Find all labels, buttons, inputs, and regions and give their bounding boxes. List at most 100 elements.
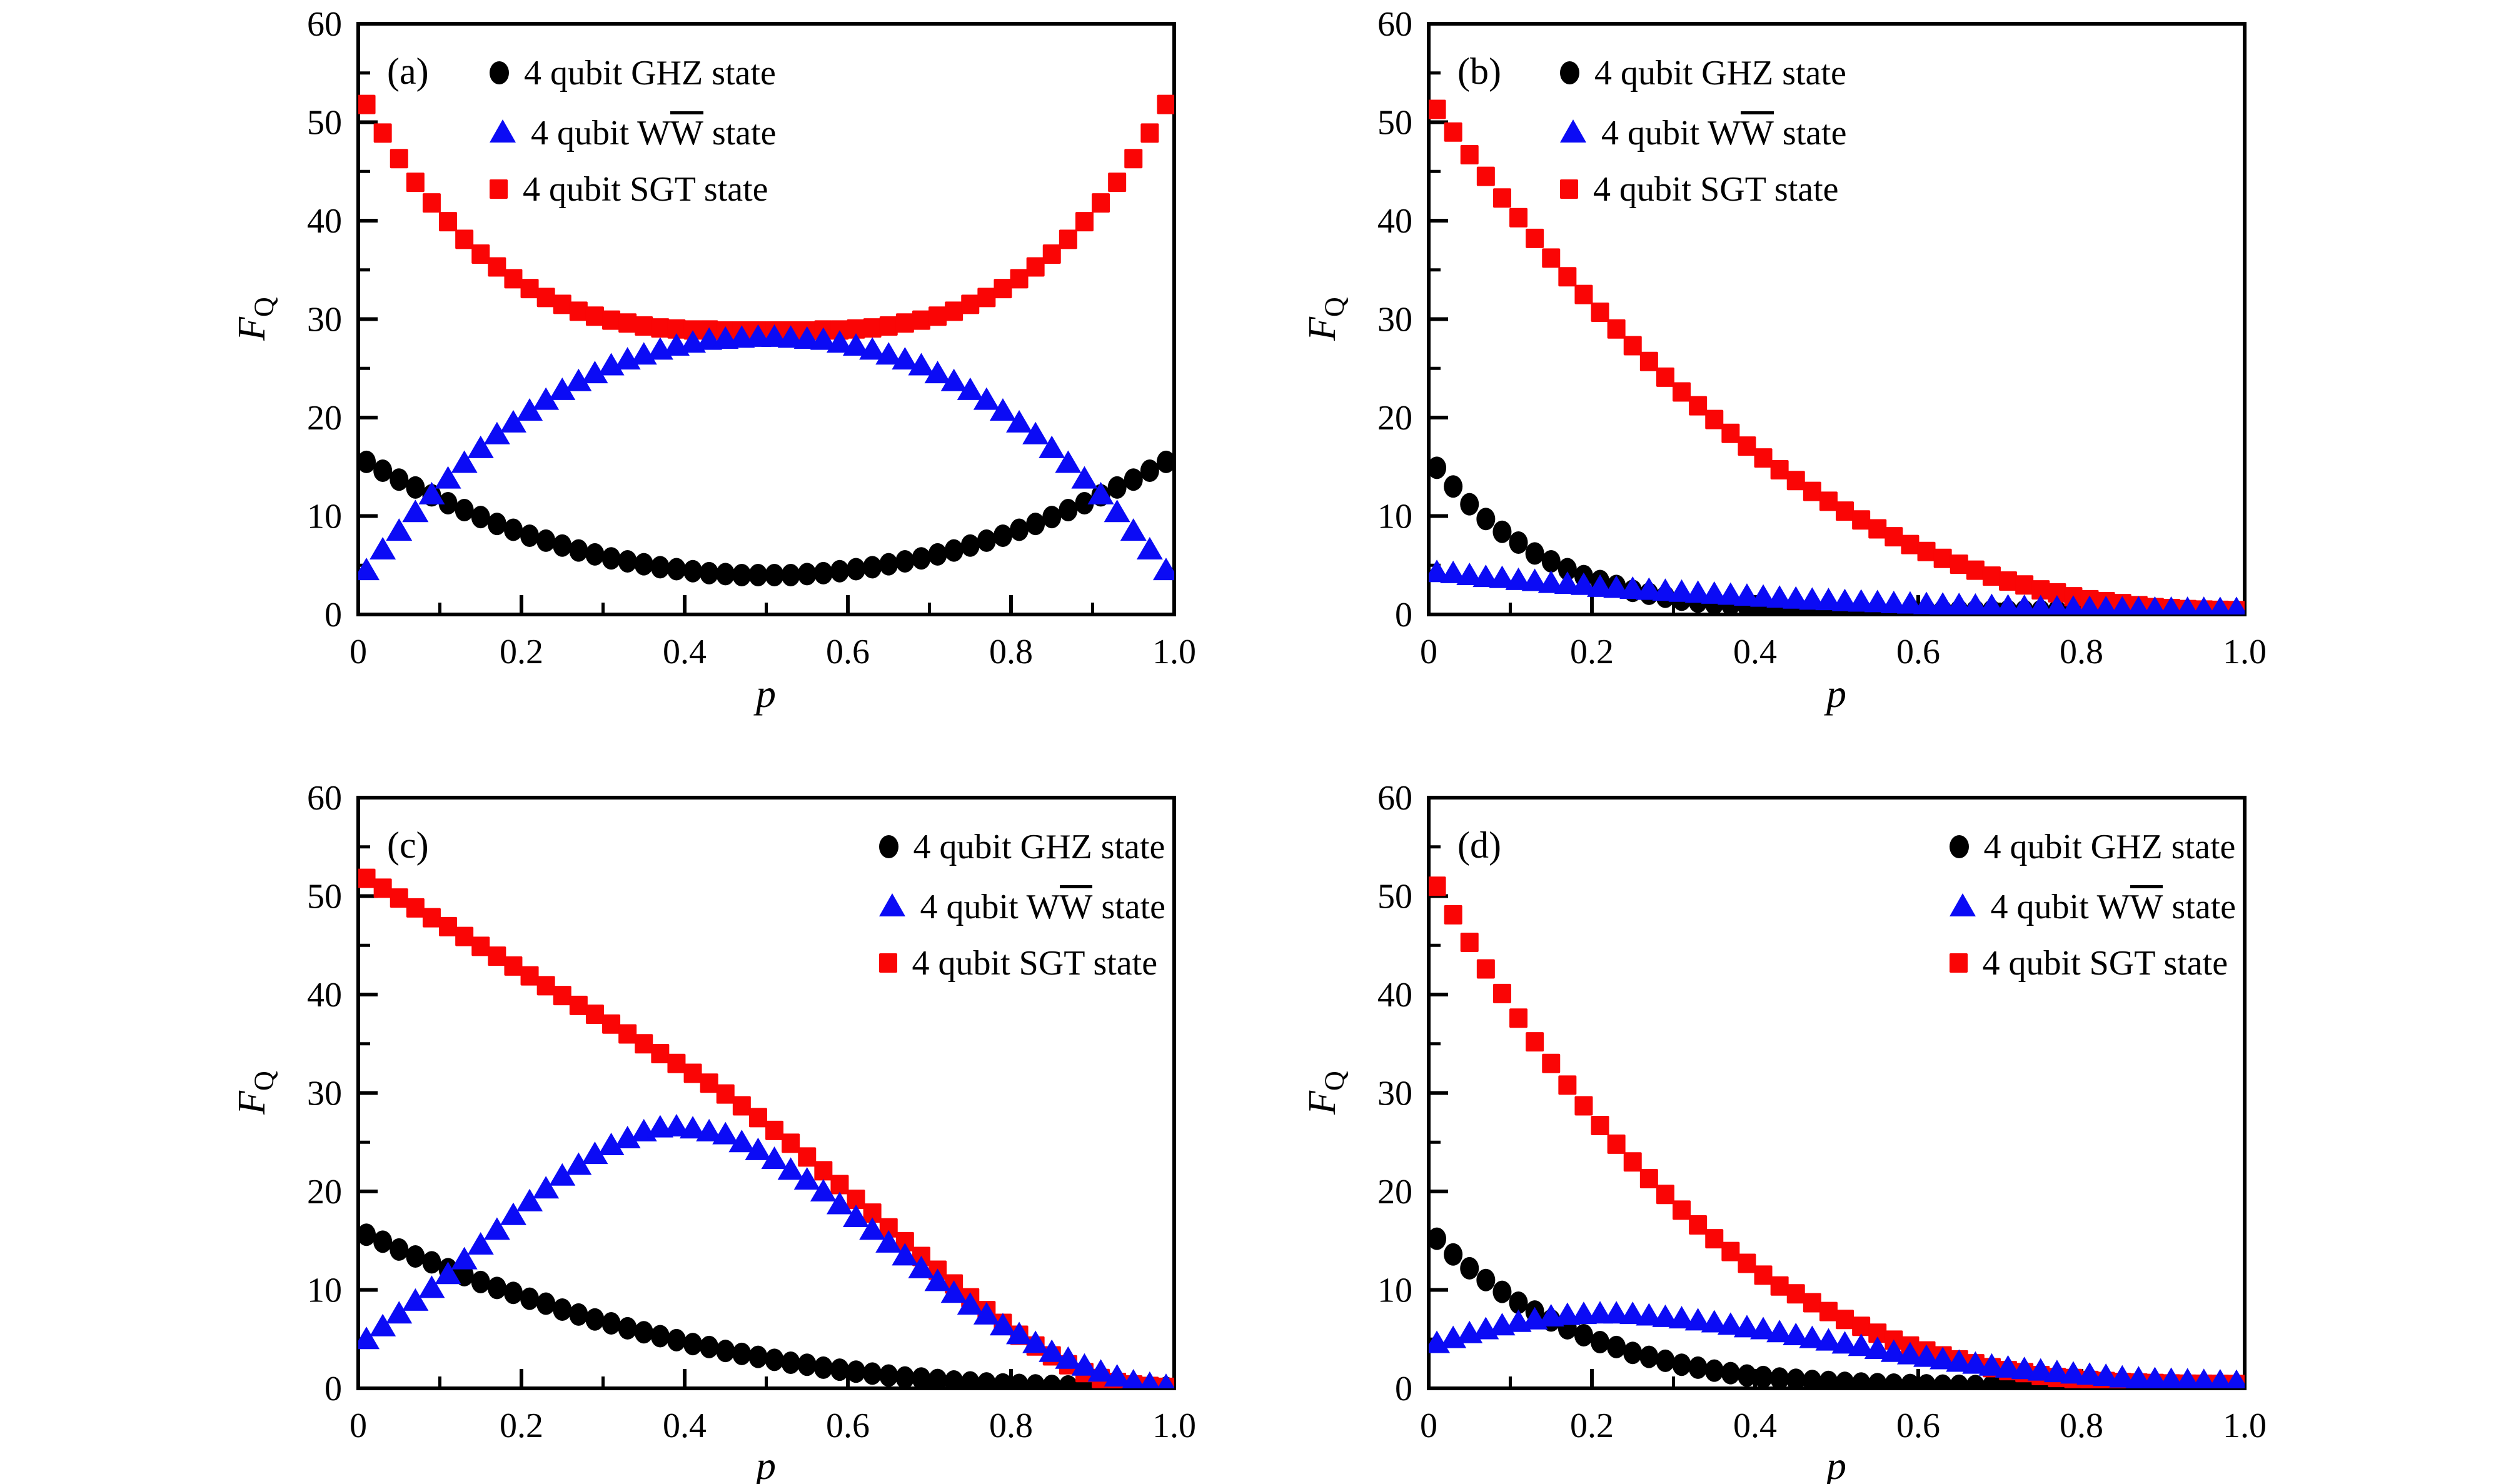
data-point-ghz	[569, 1303, 588, 1326]
panel-a: 0 10 20 30 40 50 60 0 0.2 0.4 0.6 0.8 1.0	[307, 5, 1196, 671]
y-tick-label: 10	[307, 1271, 342, 1310]
ghz-circle-icon	[878, 835, 898, 858]
data-point-ww	[1799, 1325, 1826, 1348]
data-point-ww	[2013, 594, 2036, 614]
data-point-ghz	[1672, 1353, 1691, 1376]
data-point-ww	[1946, 593, 1972, 614]
data-point-sgt	[1059, 229, 1077, 249]
data-point-ghz	[1803, 1370, 1822, 1388]
data-point-ghz	[503, 1281, 523, 1305]
data-point-ww	[598, 353, 625, 376]
data-point-ghz	[683, 559, 703, 583]
data-point-ghz	[797, 563, 817, 586]
data-point-ww	[761, 324, 788, 347]
y-tick-label: 50	[1377, 878, 1412, 916]
data-point-ww	[386, 1301, 413, 1324]
data-point-sgt	[716, 1084, 735, 1104]
data-point-ghz	[1591, 1330, 1610, 1353]
x-tick-label: 0.2	[500, 633, 543, 671]
x-tick-label: 0.6	[1896, 1406, 1940, 1445]
data-point-ww	[2142, 1366, 2168, 1388]
data-point-ww	[2176, 596, 2198, 614]
data-point-sgt	[1542, 1053, 1561, 1073]
data-point-ghz	[1525, 542, 1544, 565]
data-point-ww	[1505, 567, 1532, 590]
panel-label-b: (b)	[1457, 51, 1501, 92]
legend-label-sgt: 4 qubit SGT state	[1593, 169, 1839, 209]
data-point-sgt	[814, 1161, 833, 1181]
data-point-ww	[2125, 1366, 2152, 1388]
data-point-ww	[1668, 579, 1695, 602]
data-point-sgt	[683, 320, 702, 340]
data-point-ww	[2208, 1368, 2232, 1388]
data-point-sgt	[798, 1147, 817, 1167]
data-point-sgt	[390, 888, 408, 908]
y-axis-label-c: FQ	[231, 1071, 279, 1115]
panel-c: 0 10 20 30 40 50 60 0 0.2 0.4 0.6 0.8 1.0	[307, 779, 1196, 1445]
data-point-sgt	[406, 173, 425, 193]
data-point-ww	[1962, 1351, 1989, 1374]
data-point-ghz	[1010, 518, 1029, 541]
data-point-sgt	[569, 301, 588, 321]
data-point-ww	[500, 409, 526, 433]
data-point-sgt	[977, 288, 996, 308]
data-point-ww	[1022, 1330, 1049, 1353]
y-tick-label: 0	[325, 1370, 342, 1408]
data-point-sgt	[1721, 1241, 1740, 1261]
data-point-sgt	[928, 306, 947, 326]
data-point-ww	[1006, 1321, 1033, 1345]
data-point-ww	[581, 361, 608, 384]
data-point-ww	[2062, 595, 2085, 614]
x-tick-label: 0.4	[663, 1406, 707, 1445]
y-tick-label: 0	[1395, 1370, 1412, 1408]
y-axis-label-d: FQ	[1301, 1071, 1350, 1115]
sgt-square-icon	[1949, 953, 1968, 973]
data-point-ww	[1896, 1341, 1923, 1365]
data-point-sgt	[912, 310, 930, 330]
data-point-sgt	[1460, 144, 1479, 164]
data-point-ghz	[928, 1368, 947, 1388]
data-point-ghz	[390, 1238, 409, 1261]
data-point-ww	[1717, 582, 1744, 605]
data-point-ww	[2226, 596, 2245, 614]
data-point-ghz	[1059, 499, 1078, 522]
data-point-sgt	[765, 1120, 784, 1140]
data-point-sgt	[1917, 541, 1936, 561]
data-point-ww	[973, 1301, 1000, 1325]
data-point-ghz	[455, 1263, 474, 1286]
data-point-ww	[1652, 578, 1679, 601]
data-point-sgt	[455, 926, 474, 946]
ww-triangle-icon	[490, 119, 516, 143]
data-point-sgt	[1803, 481, 1821, 501]
data-point-ghz	[438, 492, 458, 515]
data-point-ww	[1636, 1303, 1663, 1326]
plot-frame	[356, 22, 1176, 616]
data-point-sgt	[1705, 409, 1724, 429]
data-point-ww	[1071, 1353, 1098, 1376]
data-point-sgt	[1542, 248, 1561, 268]
data-point-sgt	[471, 244, 490, 264]
data-point-ww	[810, 1179, 837, 1201]
data-point-ghz	[912, 1367, 931, 1388]
data-point-ww	[1006, 409, 1033, 433]
data-point-ghz	[1492, 520, 1512, 543]
data-point-ww	[1733, 583, 1760, 606]
legend-label-sgt: 4 qubit SGT state	[912, 943, 1158, 983]
data-point-ghz	[390, 468, 409, 491]
data-point-sgt	[635, 1034, 653, 1054]
data-point-sgt	[1803, 1293, 1821, 1313]
x-tick-label: 0	[350, 1406, 367, 1445]
data-point-ghz	[765, 564, 784, 586]
data-point-sgt	[667, 319, 686, 339]
y-tick-label: 0	[325, 596, 342, 634]
data-point-ww	[1783, 586, 1809, 609]
data-point-ww	[1864, 1336, 1891, 1359]
panel-label-c: (c)	[387, 825, 429, 866]
y-tick-label: 50	[307, 104, 342, 143]
data-point-ww	[712, 1121, 739, 1145]
data-point-ww	[826, 330, 853, 353]
y-axis-label-a: FQ	[231, 297, 279, 341]
data-point-ghz	[993, 524, 1012, 547]
data-point-sgt	[895, 1231, 914, 1251]
y-tick-label: 20	[307, 399, 342, 438]
